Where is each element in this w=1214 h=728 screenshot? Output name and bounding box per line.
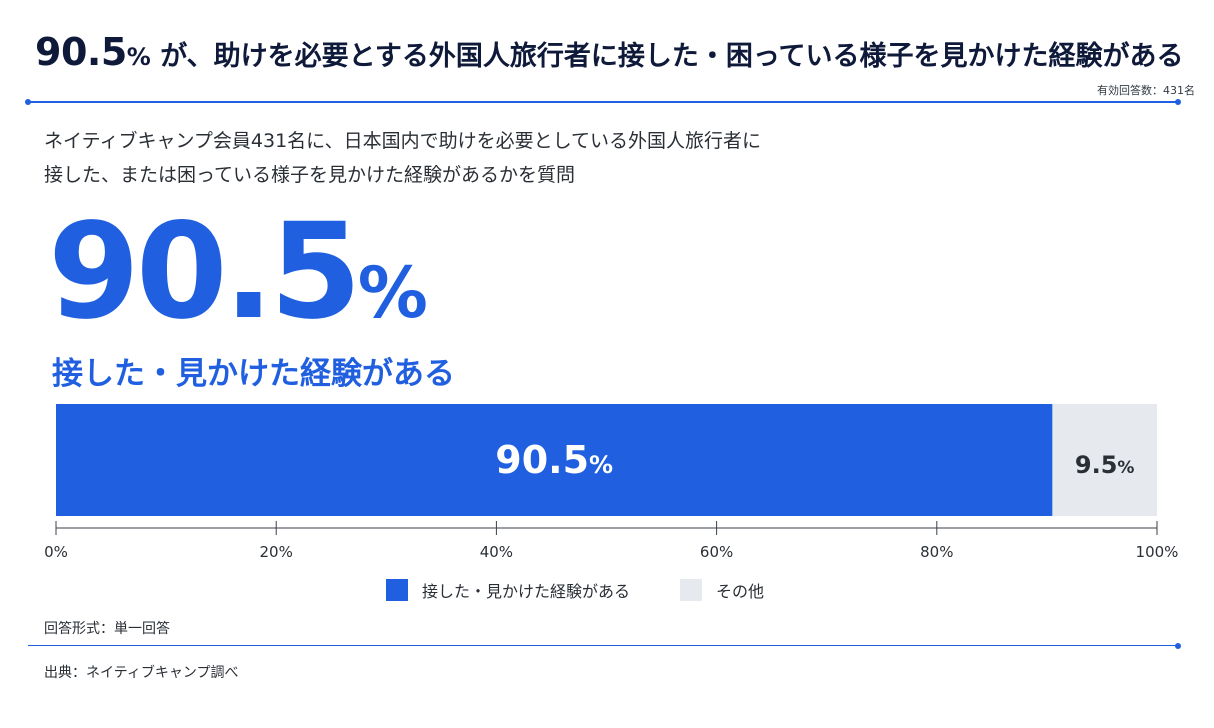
- legend-swatch-other: [680, 579, 703, 601]
- question-line-2: 接した、または困っている様子を見かけた経験があるかを質問: [44, 164, 576, 186]
- page-title: 90.5% が、助けを必要とする外国人旅行者に接した・困っている様子を見かけた経…: [35, 30, 1184, 74]
- x-tick-label-0: 0%: [44, 543, 68, 561]
- bar-segment-0: [56, 404, 1053, 516]
- x-tick-label-2: 40%: [480, 543, 513, 561]
- respondent-count: 有効回答数：431名: [1097, 84, 1195, 97]
- data-source: 出典：ネイティブキャンプ調べ: [44, 665, 239, 681]
- legend-label-experienced: 接した・見かけた経験がある: [422, 582, 631, 601]
- x-tick-label-5: 100%: [1136, 543, 1179, 561]
- highlight-value: 90.5: [48, 195, 362, 349]
- headline-text: が、助けを必要とする外国人旅行者に接した・困っている様子を見かけた経験がある: [150, 41, 1184, 72]
- legend-item-experienced: 接した・見かけた経験がある: [386, 578, 630, 602]
- legend-item-other: その他: [680, 578, 764, 602]
- bar-data-label-0: 90.5%: [495, 438, 613, 482]
- highlight-label: 接した・見かけた経験がある: [52, 356, 455, 392]
- survey-question: ネイティブキャンプ会員431名に、日本国内で助けを必要としている外国人旅行者に …: [44, 124, 944, 192]
- bar-segment-1: [1052, 404, 1157, 516]
- footer-divider: [28, 643, 1181, 649]
- answer-format: 回答形式：単一回答: [44, 621, 170, 637]
- header-divider: [25, 99, 1181, 105]
- headline-value: 90.5: [35, 30, 127, 74]
- question-line-1: ネイティブキャンプ会員431名に、日本国内で助けを必要としている外国人旅行者に: [44, 130, 762, 152]
- x-tick-label-3: 60%: [700, 543, 733, 561]
- chart-legend: 接した・見かけた経験がある その他: [386, 578, 814, 602]
- x-tick-label-1: 20%: [260, 543, 293, 561]
- legend-label-other: その他: [716, 582, 765, 601]
- highlight-number: 90.5%: [48, 206, 428, 338]
- bar-data-label-1: 9.5%: [1075, 451, 1135, 479]
- highlight-unit: %: [357, 252, 428, 334]
- legend-swatch-experienced: [386, 579, 408, 601]
- x-tick-label-4: 80%: [920, 543, 953, 561]
- headline-unit: %: [126, 43, 151, 71]
